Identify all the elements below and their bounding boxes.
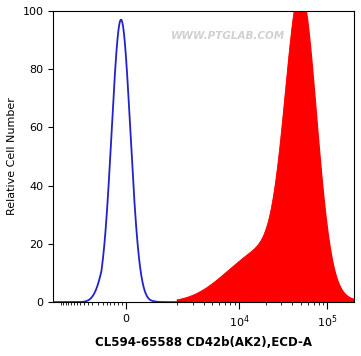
Y-axis label: Relative Cell Number: Relative Cell Number <box>7 98 17 215</box>
Text: WWW.PTGLAB.COM: WWW.PTGLAB.COM <box>171 31 285 41</box>
X-axis label: CL594-65588 CD42b(AK2),ECD-A: CL594-65588 CD42b(AK2),ECD-A <box>95 336 312 349</box>
